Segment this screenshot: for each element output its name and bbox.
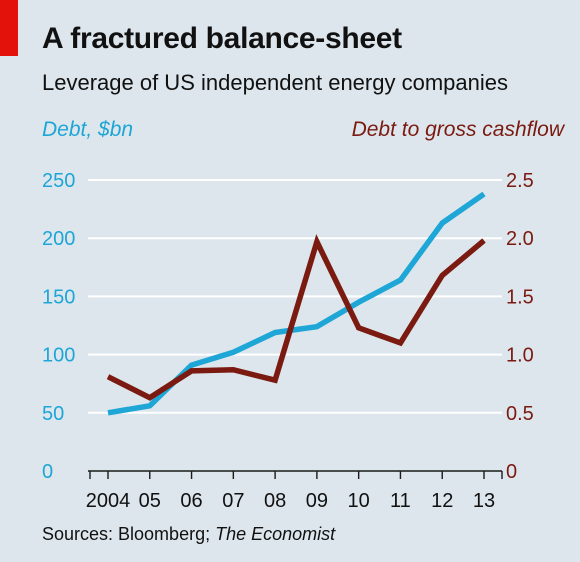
source-italic: The Economist	[215, 524, 336, 544]
grid-lines	[88, 179, 502, 414]
left-tick-label: 150	[42, 286, 75, 308]
right-tick-label: 1.5	[506, 286, 534, 308]
axes	[88, 470, 503, 479]
left-tick-label: 50	[42, 403, 64, 425]
x-tick-label: 08	[264, 490, 286, 512]
chart-title: A fractured balance-sheet	[42, 22, 402, 55]
source-prefix: Sources: Bloomberg;	[42, 524, 216, 544]
right-tick-label: 2.5	[506, 170, 534, 192]
x-tick-label: 13	[473, 490, 495, 512]
right-tick-label: 0	[506, 461, 517, 483]
right-axis-label: Debt to gross cashflow	[351, 118, 564, 141]
left-axis-label: Debt, $bn	[42, 118, 134, 141]
x-tick-label: 12	[431, 490, 453, 512]
ratio-series-line	[106, 234, 486, 401]
x-tick-label: 07	[222, 490, 244, 512]
left-tick-label: 100	[42, 345, 75, 367]
x-tick-label: 10	[348, 490, 370, 512]
right-tick-label: 1.0	[506, 345, 534, 367]
tick-labels: 0 50 100 150 200 250 0 0.5 1.0 1.5 2.0 2.5 2004 05 06 0…	[42, 170, 534, 512]
left-tick-label: 0	[42, 461, 53, 483]
x-tick-label: 2004	[86, 490, 131, 512]
left-tick-label: 200	[42, 228, 75, 250]
series-lines	[106, 191, 486, 416]
x-tick-label: 05	[139, 490, 161, 512]
x-tick-label: 09	[306, 490, 328, 512]
right-tick-label: 2.0	[506, 228, 534, 250]
chart-subtitle: Leverage of US independent energy compan…	[42, 70, 508, 95]
right-tick-label: 0.5	[506, 403, 534, 425]
source-note: Sources: Bloomberg; The Economist	[42, 524, 335, 545]
brand-tag	[0, 0, 18, 56]
x-tick-label: 06	[180, 490, 202, 512]
x-tick-label: 11	[390, 490, 411, 512]
left-tick-label: 250	[42, 170, 75, 192]
